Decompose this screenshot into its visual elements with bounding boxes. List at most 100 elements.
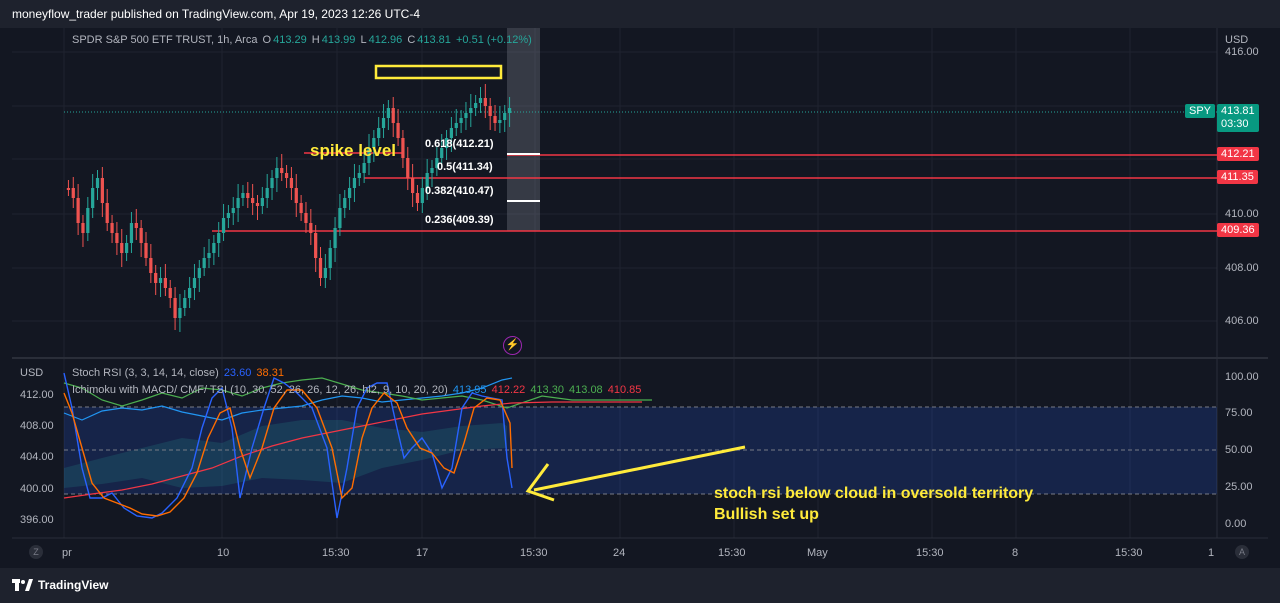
- candle-body: [71, 188, 75, 198]
- candle-body: [231, 208, 235, 213]
- lower-left-axis-label: 404.00: [20, 451, 54, 463]
- lower-right-axis-label: 100.00: [1225, 371, 1259, 383]
- time-axis-label: 8: [1012, 547, 1019, 559]
- candle-body: [86, 208, 90, 233]
- fib-label-0618: 0.618(412.21): [425, 138, 494, 150]
- candle-body: [202, 258, 206, 268]
- candle-body: [377, 128, 381, 138]
- candle-body: [149, 258, 153, 273]
- candle-body: [318, 258, 323, 278]
- candle-body: [197, 268, 201, 278]
- candle-body: [454, 123, 458, 128]
- candle-body: [314, 233, 318, 258]
- candle-body: [255, 203, 260, 206]
- candle-body: [449, 128, 454, 138]
- candle-body: [474, 103, 478, 108]
- footer-bar: TradingView: [0, 568, 1280, 603]
- tradingview-logo[interactable]: TradingView: [12, 578, 108, 592]
- candle-body: [120, 243, 124, 253]
- candle-body: [503, 113, 507, 120]
- reset-zoom-button[interactable]: Z: [29, 545, 43, 559]
- candle-body: [260, 198, 264, 206]
- candle-body: [396, 123, 400, 138]
- candle-body: [105, 203, 109, 223]
- candle-body: [338, 208, 342, 228]
- auto-scale-button[interactable]: A: [1235, 545, 1249, 559]
- current-price-tag: 413.81 03:30: [1217, 104, 1259, 132]
- chart-canvas[interactable]: [12, 28, 1268, 568]
- candle-body: [66, 188, 71, 190]
- spike-highlight-box: [374, 64, 503, 80]
- ichimoku-value: 412.22: [491, 384, 526, 396]
- candle-body: [173, 298, 177, 318]
- ohlc-high: 413.99: [321, 34, 356, 46]
- symbol-legend[interactable]: SPDR S&P 500 ETF TRUST, 1h, Arca O 413.29…: [72, 34, 534, 46]
- candle-body: [469, 108, 473, 113]
- ohlc-low: 412.96: [368, 34, 403, 46]
- publish-header: moneyflow_trader published on TradingVie…: [0, 0, 1280, 28]
- candle-body: [192, 278, 197, 288]
- candle-body: [246, 193, 250, 198]
- ichimoku-name: Ichimoku with MACD/ CMF/ TSI (10, 30, 52…: [72, 384, 448, 396]
- time-axis-label: 15:30: [322, 547, 350, 559]
- price-axis-label: 406.00: [1225, 315, 1259, 327]
- ichimoku-line-red: [63, 401, 642, 499]
- candle-body: [362, 163, 366, 173]
- candle-body: [110, 223, 114, 233]
- candle-body: [139, 228, 143, 243]
- candle-body: [115, 233, 119, 243]
- candle-body: [430, 168, 434, 173]
- candle-body: [241, 193, 245, 198]
- stoch-annotation-line2: Bullish set up: [714, 506, 819, 523]
- candle-body: [124, 243, 129, 253]
- candle-body: [464, 113, 468, 118]
- candle-body: [304, 213, 308, 223]
- candle-body: [275, 168, 279, 178]
- candle-body: [91, 188, 95, 208]
- candle-body: [299, 203, 303, 213]
- candle-body: [217, 233, 221, 243]
- candle-body: [372, 138, 376, 148]
- candle-body: [425, 173, 429, 188]
- candle-body: [270, 178, 274, 188]
- price-axis-label: 408.00: [1225, 262, 1259, 274]
- time-axis-label: 24: [613, 547, 626, 559]
- price-candles: [66, 84, 512, 332]
- candle-body: [280, 168, 284, 173]
- candle-body: [129, 223, 134, 243]
- candle-body: [251, 198, 255, 203]
- candle-body: [440, 148, 444, 158]
- lower-left-axis-label: 400.00: [20, 483, 54, 495]
- stoch-rsi-d-line: [63, 389, 513, 517]
- ichimoku-value: 413.08: [569, 384, 603, 396]
- candle-body: [328, 248, 332, 268]
- bar-countdown: 03:30: [1221, 118, 1249, 130]
- stoch-annotation-line1: stoch rsi below cloud in oversold territ…: [714, 485, 1034, 502]
- candle-body: [357, 173, 361, 178]
- candle-body: [459, 118, 463, 123]
- fib-label-05: 0.5(411.34): [437, 161, 493, 173]
- candle-body: [154, 273, 158, 283]
- chart-frame[interactable]: SPDR S&P 500 ETF TRUST, 1h, Arca O 413.29…: [12, 28, 1268, 568]
- lower-left-axis-label: 412.00: [20, 389, 54, 401]
- spy-symbol-tag: SPY: [1185, 104, 1216, 118]
- time-axis-label: 1: [1208, 547, 1215, 559]
- tradingview-brand: TradingView: [38, 578, 109, 592]
- ichimoku-value: 410.85: [607, 384, 642, 396]
- candle-body: [76, 198, 80, 223]
- lower-left-axis-label: 408.00: [20, 420, 54, 432]
- candle-body: [178, 308, 182, 318]
- ichimoku-legend[interactable]: Ichimoku with MACD/ CMF/ TSI (10, 30, 52…: [72, 384, 643, 396]
- fib-label-0236: 0.236(409.39): [425, 214, 494, 226]
- lightning-icon[interactable]: ⚡: [503, 336, 522, 355]
- ohlc-o-label: O: [262, 34, 272, 46]
- lower-right-axis-label: 25.00: [1225, 481, 1253, 493]
- candle-body: [406, 158, 410, 178]
- candle-body: [309, 223, 313, 233]
- price-axis-label: 410.00: [1225, 208, 1259, 220]
- candle-body: [187, 288, 192, 298]
- stoch-rsi-legend[interactable]: Stoch RSI (3, 3, 14, 14, close) 23.60 38…: [72, 367, 286, 379]
- ohlc-h-label: H: [311, 34, 320, 46]
- ohlc-close: 413.81: [417, 34, 451, 46]
- candle-body: [478, 98, 483, 103]
